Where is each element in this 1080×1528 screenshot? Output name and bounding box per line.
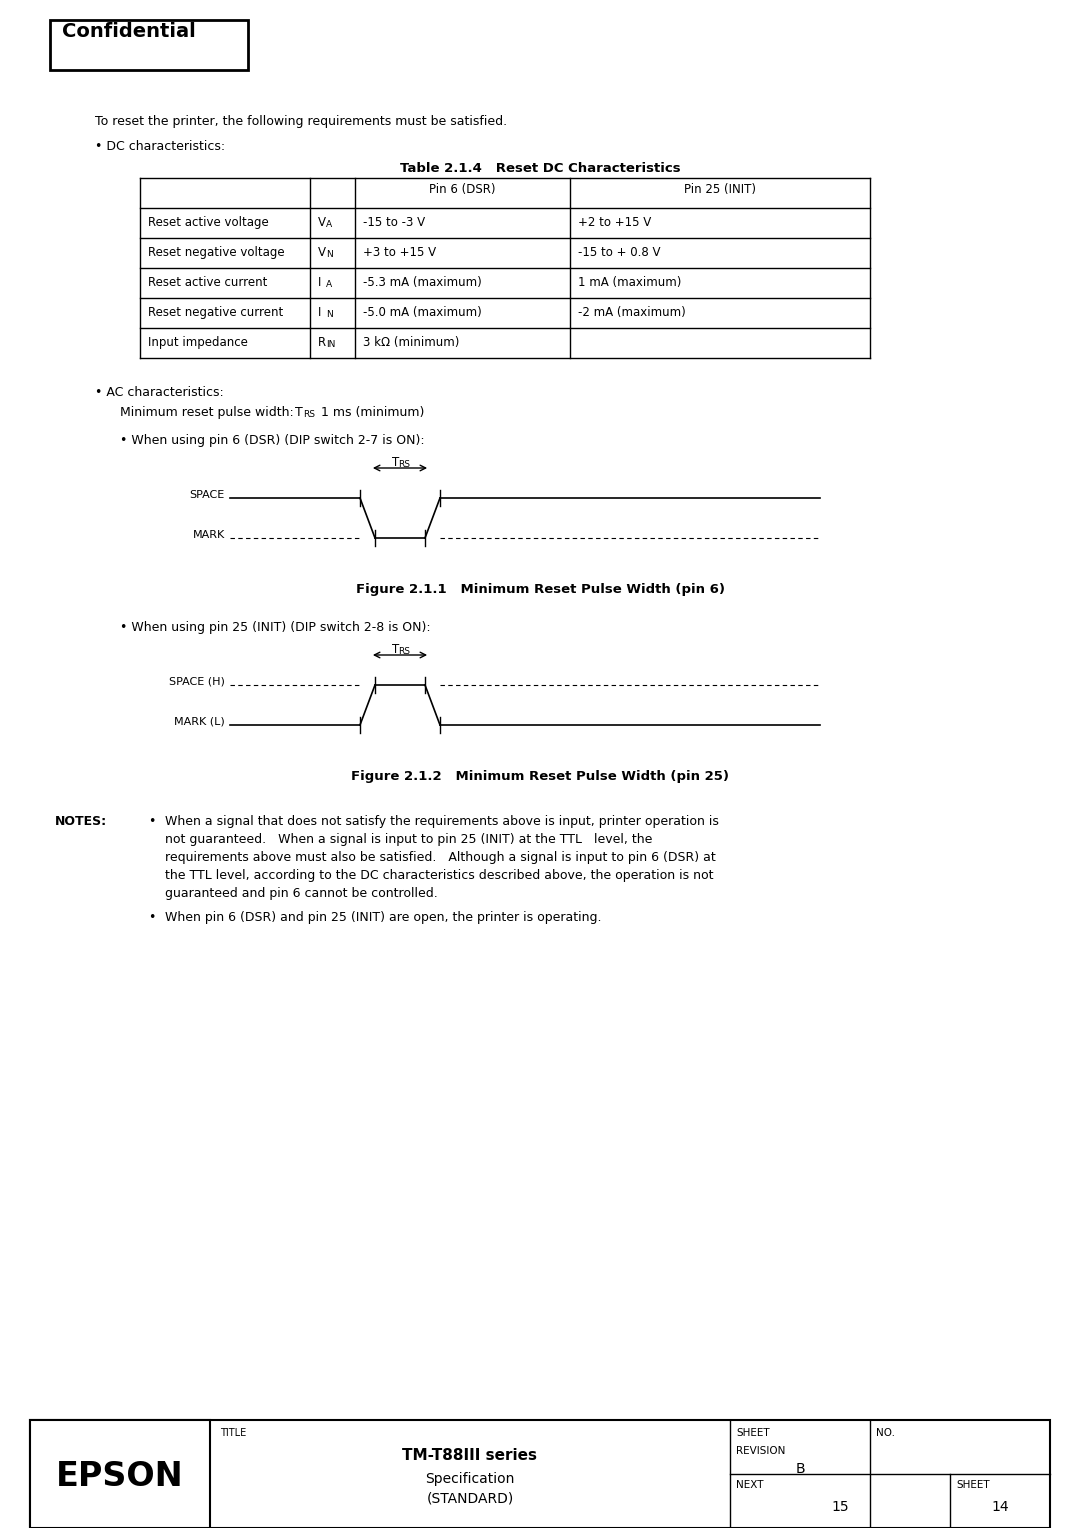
Text: •: • bbox=[148, 814, 156, 828]
Text: EPSON: EPSON bbox=[56, 1459, 184, 1493]
Text: A: A bbox=[326, 280, 333, 289]
Text: MARK: MARK bbox=[192, 530, 225, 539]
Text: Reset negative current: Reset negative current bbox=[148, 306, 283, 319]
Text: -15 to -3 V: -15 to -3 V bbox=[363, 215, 426, 229]
Text: RS: RS bbox=[399, 460, 410, 469]
Text: I: I bbox=[318, 306, 322, 319]
Text: Table 2.1.4   Reset DC Characteristics: Table 2.1.4 Reset DC Characteristics bbox=[400, 162, 680, 176]
Text: N: N bbox=[326, 251, 333, 260]
Bar bbox=[30, 1420, 210, 1528]
Text: • AC characteristics:: • AC characteristics: bbox=[95, 387, 224, 399]
Text: SHEET: SHEET bbox=[735, 1429, 770, 1438]
Bar bbox=[50, 20, 248, 70]
Text: Specification: Specification bbox=[426, 1471, 515, 1487]
Text: Pin 25 (INIT): Pin 25 (INIT) bbox=[684, 183, 756, 196]
Text: • When using pin 6 (DSR) (DIP switch 2-7 is ON):: • When using pin 6 (DSR) (DIP switch 2-7… bbox=[120, 434, 424, 448]
Text: Reset active current: Reset active current bbox=[148, 277, 268, 289]
Text: REVISION: REVISION bbox=[735, 1445, 785, 1456]
Text: (STANDARD): (STANDARD) bbox=[427, 1491, 514, 1507]
Text: R: R bbox=[318, 336, 326, 348]
Text: RS: RS bbox=[303, 410, 315, 419]
Text: T: T bbox=[295, 406, 302, 419]
Text: MARK (L): MARK (L) bbox=[174, 717, 225, 727]
Text: When pin 6 (DSR) and pin 25 (INIT) are open, the printer is operating.: When pin 6 (DSR) and pin 25 (INIT) are o… bbox=[165, 911, 602, 924]
Text: 1 ms (minimum): 1 ms (minimum) bbox=[321, 406, 424, 419]
Text: When a signal that does not satisfy the requirements above is input, printer ope: When a signal that does not satisfy the … bbox=[165, 814, 719, 828]
Text: the TTL level, according to the DC characteristics described above, the operatio: the TTL level, according to the DC chara… bbox=[165, 869, 714, 882]
Text: V: V bbox=[318, 246, 326, 260]
Text: guaranteed and pin 6 cannot be controlled.: guaranteed and pin 6 cannot be controlle… bbox=[165, 886, 437, 900]
Text: SPACE (H): SPACE (H) bbox=[170, 677, 225, 688]
Text: +3 to +15 V: +3 to +15 V bbox=[363, 246, 436, 260]
Text: Confidential: Confidential bbox=[62, 21, 195, 41]
Text: -5.3 mA (maximum): -5.3 mA (maximum) bbox=[363, 277, 482, 289]
Text: NO.: NO. bbox=[876, 1429, 895, 1438]
Text: •: • bbox=[148, 911, 156, 924]
Text: B: B bbox=[795, 1462, 805, 1476]
Text: Figure 2.1.2   Minimum Reset Pulse Width (pin 25): Figure 2.1.2 Minimum Reset Pulse Width (… bbox=[351, 770, 729, 782]
Text: 3 kΩ (minimum): 3 kΩ (minimum) bbox=[363, 336, 459, 348]
Text: Figure 2.1.1   Minimum Reset Pulse Width (pin 6): Figure 2.1.1 Minimum Reset Pulse Width (… bbox=[355, 584, 725, 596]
Text: NEXT: NEXT bbox=[735, 1481, 764, 1490]
Text: SPACE: SPACE bbox=[190, 490, 225, 500]
Text: V: V bbox=[318, 215, 326, 229]
Text: A: A bbox=[326, 220, 333, 229]
Text: IN: IN bbox=[326, 341, 336, 348]
Text: N: N bbox=[326, 310, 333, 319]
Text: Reset active voltage: Reset active voltage bbox=[148, 215, 269, 229]
Text: -5.0 mA (maximum): -5.0 mA (maximum) bbox=[363, 306, 482, 319]
Text: -15 to + 0.8 V: -15 to + 0.8 V bbox=[578, 246, 661, 260]
Text: Reset negative voltage: Reset negative voltage bbox=[148, 246, 285, 260]
Bar bbox=[30, 1420, 1050, 1528]
Text: • When using pin 25 (INIT) (DIP switch 2-8 is ON):: • When using pin 25 (INIT) (DIP switch 2… bbox=[120, 620, 431, 634]
Text: 15: 15 bbox=[832, 1500, 849, 1514]
Text: -2 mA (maximum): -2 mA (maximum) bbox=[578, 306, 686, 319]
Text: Input impedance: Input impedance bbox=[148, 336, 248, 348]
Text: T: T bbox=[392, 455, 400, 469]
Text: T: T bbox=[392, 643, 400, 656]
Text: I: I bbox=[318, 277, 322, 289]
Text: TM-T88III series: TM-T88III series bbox=[403, 1449, 538, 1462]
Text: RS: RS bbox=[399, 646, 410, 656]
Text: 1 mA (maximum): 1 mA (maximum) bbox=[578, 277, 681, 289]
Text: not guaranteed.   When a signal is input to pin 25 (INIT) at the TTL   level, th: not guaranteed. When a signal is input t… bbox=[165, 833, 652, 847]
Text: +2 to +15 V: +2 to +15 V bbox=[578, 215, 651, 229]
Text: 14: 14 bbox=[991, 1500, 1009, 1514]
Text: TITLE: TITLE bbox=[220, 1429, 246, 1438]
Text: Minimum reset pulse width:: Minimum reset pulse width: bbox=[120, 406, 294, 419]
Text: Pin 6 (DSR): Pin 6 (DSR) bbox=[429, 183, 496, 196]
Text: NOTES:: NOTES: bbox=[55, 814, 107, 828]
Text: requirements above must also be satisfied.   Although a signal is input to pin 6: requirements above must also be satisfie… bbox=[165, 851, 716, 863]
Text: To reset the printer, the following requirements must be satisfied.: To reset the printer, the following requ… bbox=[95, 115, 508, 128]
Text: SHEET: SHEET bbox=[956, 1481, 989, 1490]
Text: • DC characteristics:: • DC characteristics: bbox=[95, 141, 225, 153]
